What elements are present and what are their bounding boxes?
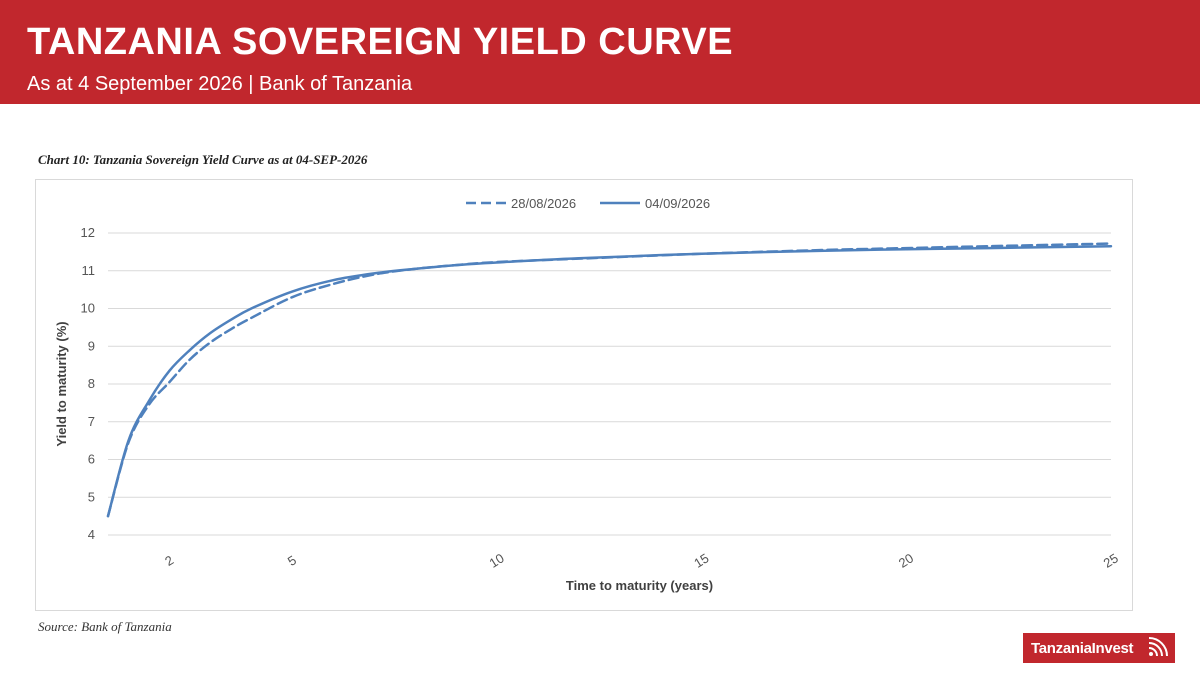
y-tick-label: 5 <box>88 489 95 504</box>
y-tick-label: 10 <box>81 301 95 316</box>
y-tick-label: 11 <box>82 263 96 278</box>
x-tick-label: 2 <box>162 552 176 569</box>
x-tick-label: 5 <box>285 552 299 569</box>
y-axis-title: Yield to maturity (%) <box>54 321 69 446</box>
brand-logo[interactable]: TanzaniaInvest <box>1023 633 1175 663</box>
brand-name: TanzaniaInvest <box>1031 639 1134 657</box>
series-line-1 <box>106 242 1113 518</box>
source-note: Source: Bank of Tanzania <box>38 619 172 634</box>
y-tick-label: 6 <box>88 452 95 467</box>
y-tick-label: 4 <box>88 527 95 542</box>
header-banner: TANZANIA SOVEREIGN YIELD CURVE As at 4 S… <box>0 0 1200 104</box>
legend-label-2: 04/09/2026 <box>645 196 710 211</box>
y-tick-label: 12 <box>81 225 95 240</box>
x-tick-label: 10 <box>487 550 507 570</box>
page-title: TANZANIA SOVEREIGN YIELD CURVE <box>27 21 734 63</box>
y-tick-label: 9 <box>88 338 95 353</box>
x-axis-title: Time to maturity (years) <box>566 578 713 593</box>
legend-label-1: 28/08/2026 <box>511 196 576 211</box>
series-line-2 <box>106 244 1113 518</box>
x-tick-label: 20 <box>896 550 916 570</box>
x-tick-label: 25 <box>1101 550 1121 570</box>
chart-caption: Chart 10: Tanzania Sovereign Yield Curve… <box>38 152 368 167</box>
x-tick-label: 15 <box>691 550 711 570</box>
y-tick-label: 8 <box>88 376 95 391</box>
y-tick-label: 7 <box>88 414 95 429</box>
page-subtitle: As at 4 September 2026 | Bank of Tanzani… <box>27 73 413 95</box>
chart-frame: 4 5 6 7 8 9 10 11 12 2 5 10 15 20 25 Time to maturity (… <box>35 179 1133 611</box>
wifi-signal-icon <box>1148 637 1168 657</box>
